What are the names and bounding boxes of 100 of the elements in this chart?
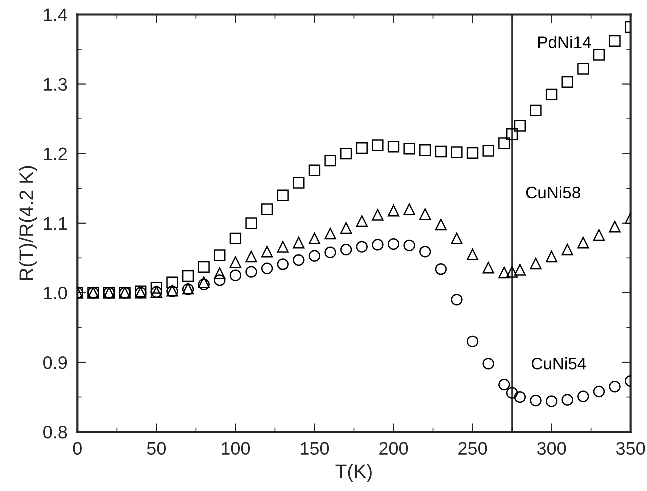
point [609,35,621,47]
point [609,221,621,233]
point [482,358,494,370]
series-label: CuNi54 [532,358,586,370]
point [261,262,274,274]
point [404,143,416,155]
point [246,218,258,230]
point [356,241,368,253]
point [308,232,321,245]
point [324,154,336,167]
point [466,336,479,348]
point [546,88,558,101]
x-tick-label: 0 [73,442,82,456]
point [277,241,289,253]
series-label: PdNi14 [538,36,592,48]
y-tick-label: 1.1 [44,218,68,230]
point [546,396,558,408]
point [324,246,336,258]
point [293,254,305,266]
point [277,258,289,270]
point [420,144,432,156]
point [578,63,590,75]
point [593,229,606,242]
point [214,274,226,286]
point [435,263,447,276]
point [230,232,242,245]
point [293,237,305,249]
point [451,146,463,158]
y-axis-title: R(T)/R(4.2 K) [19,166,38,280]
point [214,268,226,280]
point [451,232,463,245]
point [546,250,558,263]
point [246,250,258,263]
point [388,205,400,217]
point [530,104,542,117]
point [404,240,416,252]
point [388,141,400,153]
y-tick-label: 1.3 [44,78,68,92]
x-tick-label: 50 [147,442,166,456]
point [514,391,526,404]
point [562,394,574,406]
point [482,145,494,157]
point [308,250,321,262]
x-tick-label: 300 [537,442,566,456]
point [261,204,274,216]
point [506,387,518,399]
text: CuNi58 [526,186,580,199]
point [261,246,274,258]
x-tick-label: 150 [301,442,330,456]
point [482,262,494,274]
point [530,394,542,407]
point [562,244,574,256]
y-tick-label: 1.2 [44,148,68,160]
point [340,244,352,256]
point [166,276,178,288]
x-tick-label: 350 [616,442,646,456]
point [593,386,606,398]
point [340,148,352,160]
point [466,248,479,261]
point [372,140,384,152]
point [498,378,510,391]
point [609,381,621,393]
point [562,76,574,88]
point [182,270,194,282]
point [246,266,258,278]
y-tick-label: 1.4 [44,8,68,22]
point [498,138,510,150]
point [435,218,447,231]
x-tick-label: 100 [222,442,250,456]
point [198,261,210,274]
point [230,270,242,282]
y-tick-label: 0.9 [44,356,68,370]
point [498,266,510,279]
point [593,49,606,61]
point [372,209,384,221]
point [150,282,162,294]
point [514,264,526,276]
point [214,250,226,262]
point [277,190,289,202]
y-tick-label: 0.8 [44,426,68,439]
point [324,228,336,240]
point [308,164,321,176]
point [451,294,463,306]
point [230,256,242,268]
x-tick-label: 250 [458,442,488,456]
point [404,204,416,216]
point [372,239,384,251]
point [420,246,432,258]
x-tick-label: 200 [380,442,408,456]
point [388,238,400,250]
x-axis-title: T(K) [336,464,372,482]
point [506,128,518,140]
point [356,142,368,154]
point [435,146,447,158]
point [578,237,590,249]
point [514,120,526,132]
point [466,147,479,159]
point [340,222,352,234]
point [293,177,305,189]
point [356,215,368,228]
